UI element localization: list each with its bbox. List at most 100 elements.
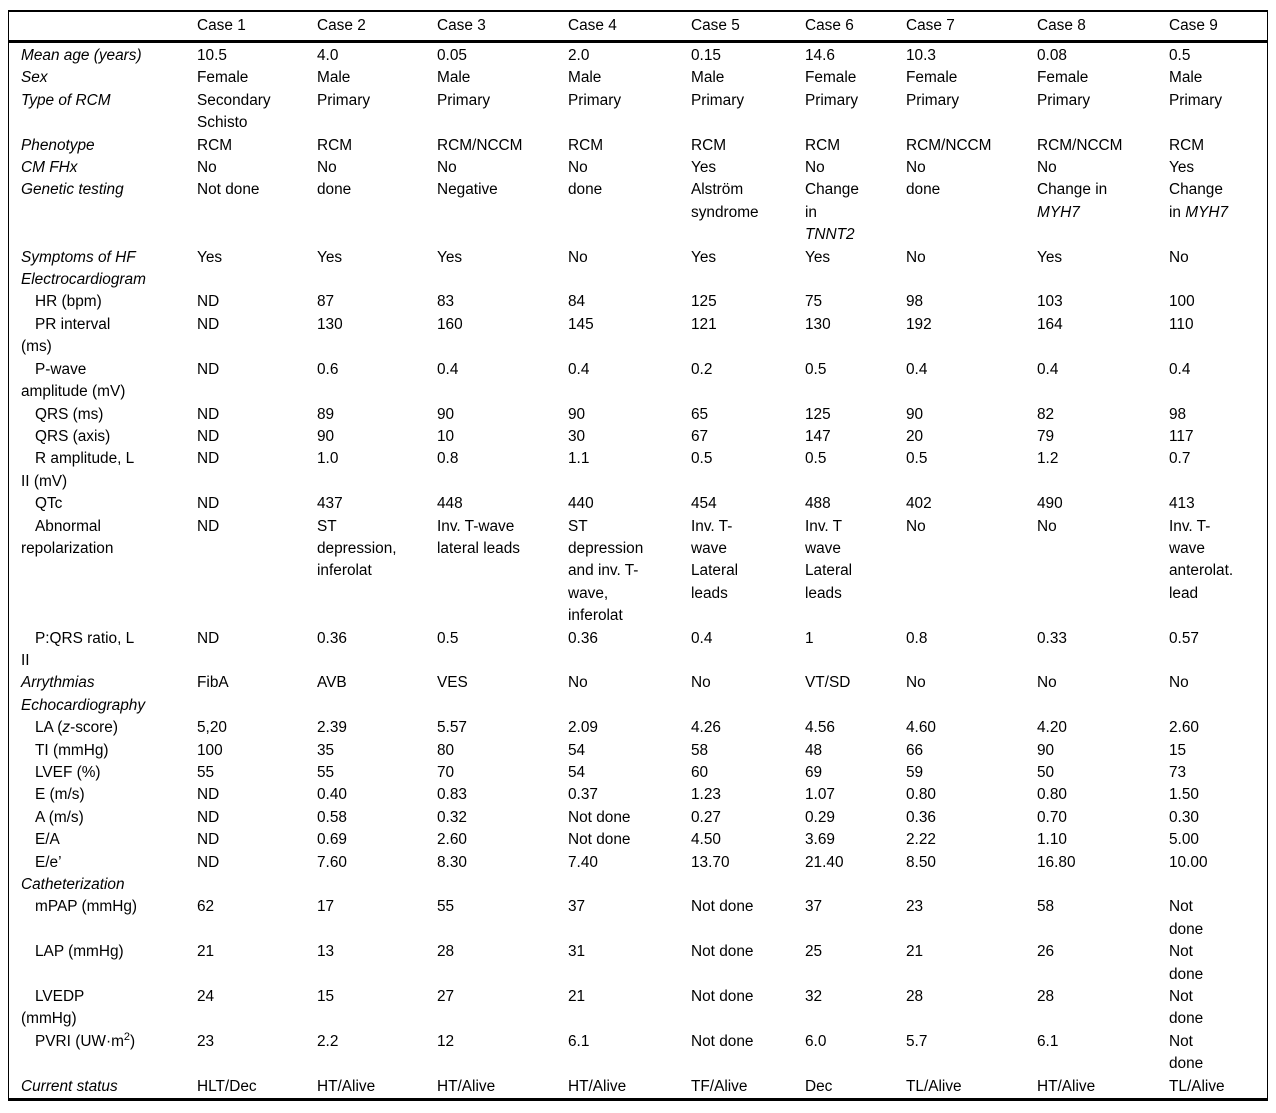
row-label: LVEDP (mmHg) (21, 988, 85, 1028)
cell: ND (197, 405, 220, 423)
cell: 10.5 (197, 47, 227, 64)
table-row: Type of RCM Secondary Schisto Primary Prima… (9, 90, 1267, 135)
row-label: P-wave amplitude (mV) (21, 360, 126, 401)
cell: RCM (691, 136, 727, 154)
cell: 0.36 (568, 629, 598, 647)
cell: 87 (317, 293, 335, 311)
cell: 0.80 (1037, 786, 1067, 804)
cell: No (568, 248, 588, 266)
cell (317, 269, 437, 291)
cell: HLT/Dec (197, 1077, 257, 1095)
cell: 55 (197, 764, 215, 781)
cell: 4.0 (317, 47, 339, 64)
cell: 55 (317, 764, 335, 781)
cell: 0.69 (317, 831, 347, 849)
cell: 117 (1169, 427, 1194, 445)
cell: 1.1 (568, 450, 590, 468)
cell: 4.56 (805, 719, 835, 737)
cell: 50 (1037, 764, 1055, 781)
cell (906, 874, 1037, 896)
cell (805, 874, 906, 896)
cell: 54 (568, 764, 586, 781)
cell: 490 (1037, 495, 1063, 513)
column-header: Case 3 (437, 12, 568, 43)
cell: 100 (197, 741, 223, 759)
cell: 82 (1037, 405, 1055, 423)
cell: ND (197, 831, 220, 849)
cell: 147 (805, 427, 831, 445)
cell: Yes (805, 248, 831, 266)
table-row: PVRI (UW·m2) 23 2.2 12 6.1 Not done 6.0 5.7 6.1 N… (9, 1031, 1267, 1076)
cell: Change in MYH7 (1037, 181, 1108, 221)
cell: No (1037, 159, 1057, 177)
cell: 24 (197, 988, 215, 1006)
cell: 125 (805, 405, 831, 423)
cell: 28 (906, 988, 924, 1006)
cell: FibA (197, 674, 229, 692)
cell: Female (906, 69, 958, 87)
cell: 0.8 (906, 629, 928, 647)
cell: 6.0 (805, 1032, 827, 1050)
column-header: Case 7 (906, 12, 1037, 43)
cell: 27 (437, 988, 455, 1006)
cell: 20 (906, 427, 924, 445)
column-header: Case 1 (197, 12, 317, 43)
cell: Female (805, 69, 857, 87)
cell: Change in MYH7 (1169, 181, 1229, 221)
cell: 121 (691, 315, 717, 333)
row-label: E (m/s) (35, 786, 85, 804)
cell (906, 695, 1037, 717)
cell: 23 (906, 898, 924, 916)
cell (691, 269, 805, 291)
cell: 0.80 (906, 786, 936, 804)
cell: Change in TNNT2 (805, 181, 859, 244)
cell: 0.32 (437, 808, 467, 826)
cell: HT/Alive (437, 1077, 496, 1095)
cell: ND (197, 786, 220, 804)
cell: No (1037, 517, 1057, 535)
row-label: LA (z-score) (35, 719, 118, 737)
cell: 2.39 (317, 719, 347, 737)
cell: No (906, 248, 926, 266)
cell (317, 695, 437, 717)
cell: 100 (1169, 293, 1195, 311)
row-label: Sex (21, 69, 48, 87)
column-header: Case 6 (805, 12, 906, 43)
row-label: R amplitude, L II (mV) (21, 450, 135, 490)
cell: 10.00 (1169, 853, 1208, 871)
row-label: PVRI (UW·m2) (35, 1030, 136, 1050)
cell: 1.0 (317, 450, 339, 468)
cell: 5.00 (1169, 831, 1199, 849)
cell: 37 (805, 898, 823, 916)
cell: 58 (1037, 898, 1055, 916)
cell: 1.23 (691, 786, 721, 804)
cell: No (691, 674, 711, 692)
cell: No (805, 159, 825, 177)
cell: 90 (1037, 741, 1055, 759)
table-body: Mean age (years) 10.5 4.0 0.05 2.0 0.15 14.6 10… (9, 42, 1267, 1099)
row-label: Type of RCM (21, 91, 111, 109)
cell: 160 (437, 315, 463, 333)
cell: 4.50 (691, 831, 721, 849)
cell: 25 (805, 943, 823, 961)
cell: 0.5 (1169, 47, 1191, 64)
cell: 60 (691, 764, 709, 781)
cell: 16.80 (1037, 853, 1076, 871)
cell: 110 (1169, 315, 1194, 333)
cell: 15 (1169, 741, 1187, 759)
cell: Female (1037, 69, 1089, 87)
cell: 12 (437, 1032, 455, 1050)
cell: 2.0 (568, 47, 590, 64)
table-row: Mean age (years) 10.5 4.0 0.05 2.0 0.15 14.6 10… (9, 42, 1267, 68)
cell (317, 874, 437, 896)
cell: 0.30 (1169, 808, 1199, 826)
cell: 17 (317, 898, 335, 916)
cell: Not done (568, 831, 631, 849)
cell: 0.8 (437, 450, 459, 468)
cell: VT/SD (805, 674, 851, 692)
cell: 66 (906, 741, 924, 759)
corner-cell (9, 12, 197, 43)
table-row: Arrythmias FibA AVB VES No No VT/SD No No No (9, 672, 1267, 694)
row-label: Current status (21, 1077, 118, 1095)
cell: Inv. T-wave lateral leads (437, 517, 520, 557)
